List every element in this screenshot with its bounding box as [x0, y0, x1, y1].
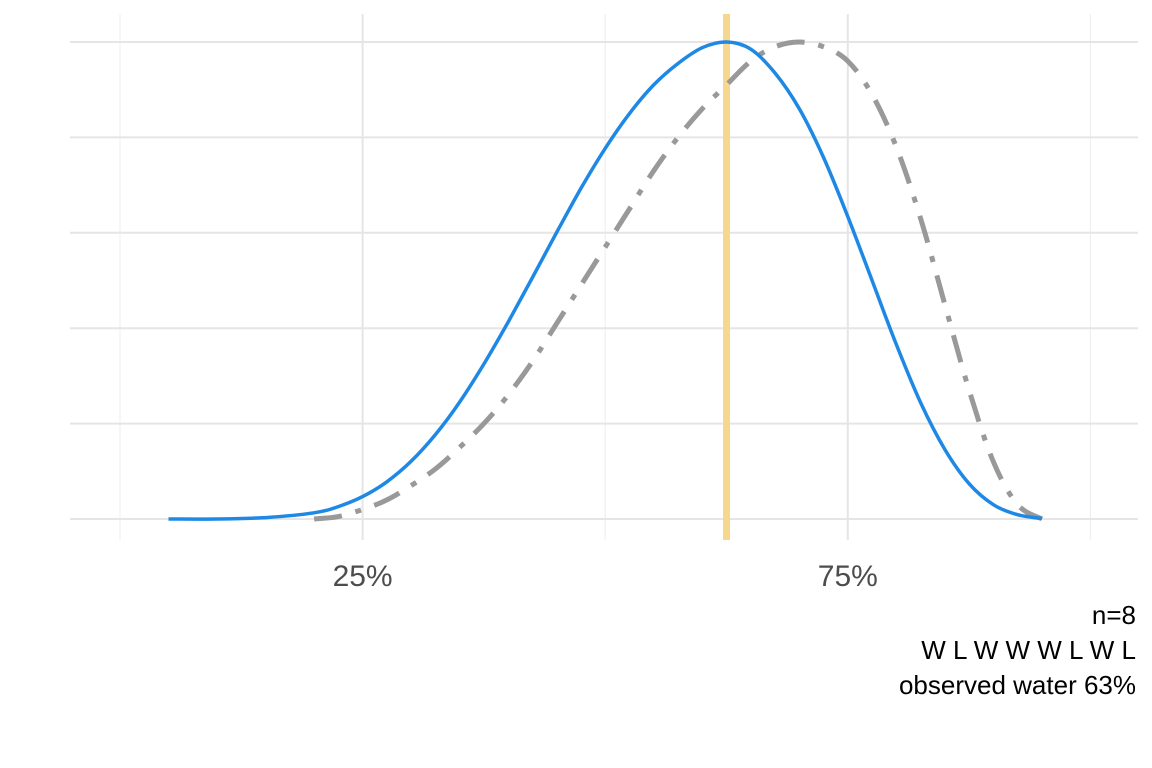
x-tick-label: 75%: [818, 560, 878, 593]
series-line-dashdot: [313, 39, 1044, 522]
x-tick-labels: 25% 75%: [333, 560, 878, 593]
caption-sequence: W L W W W L W L: [921, 635, 1136, 665]
series-group: [168, 39, 1044, 522]
x-tick-label: 25%: [333, 560, 393, 593]
caption: n=8 W L W W W L W L observed water 63%: [899, 598, 1136, 703]
caption-observed-water: observed water 63%: [898, 670, 1136, 700]
series-line-solid: [168, 40, 1043, 521]
caption-sample-size: n=8: [1091, 600, 1136, 630]
gridlines: [70, 14, 1138, 540]
